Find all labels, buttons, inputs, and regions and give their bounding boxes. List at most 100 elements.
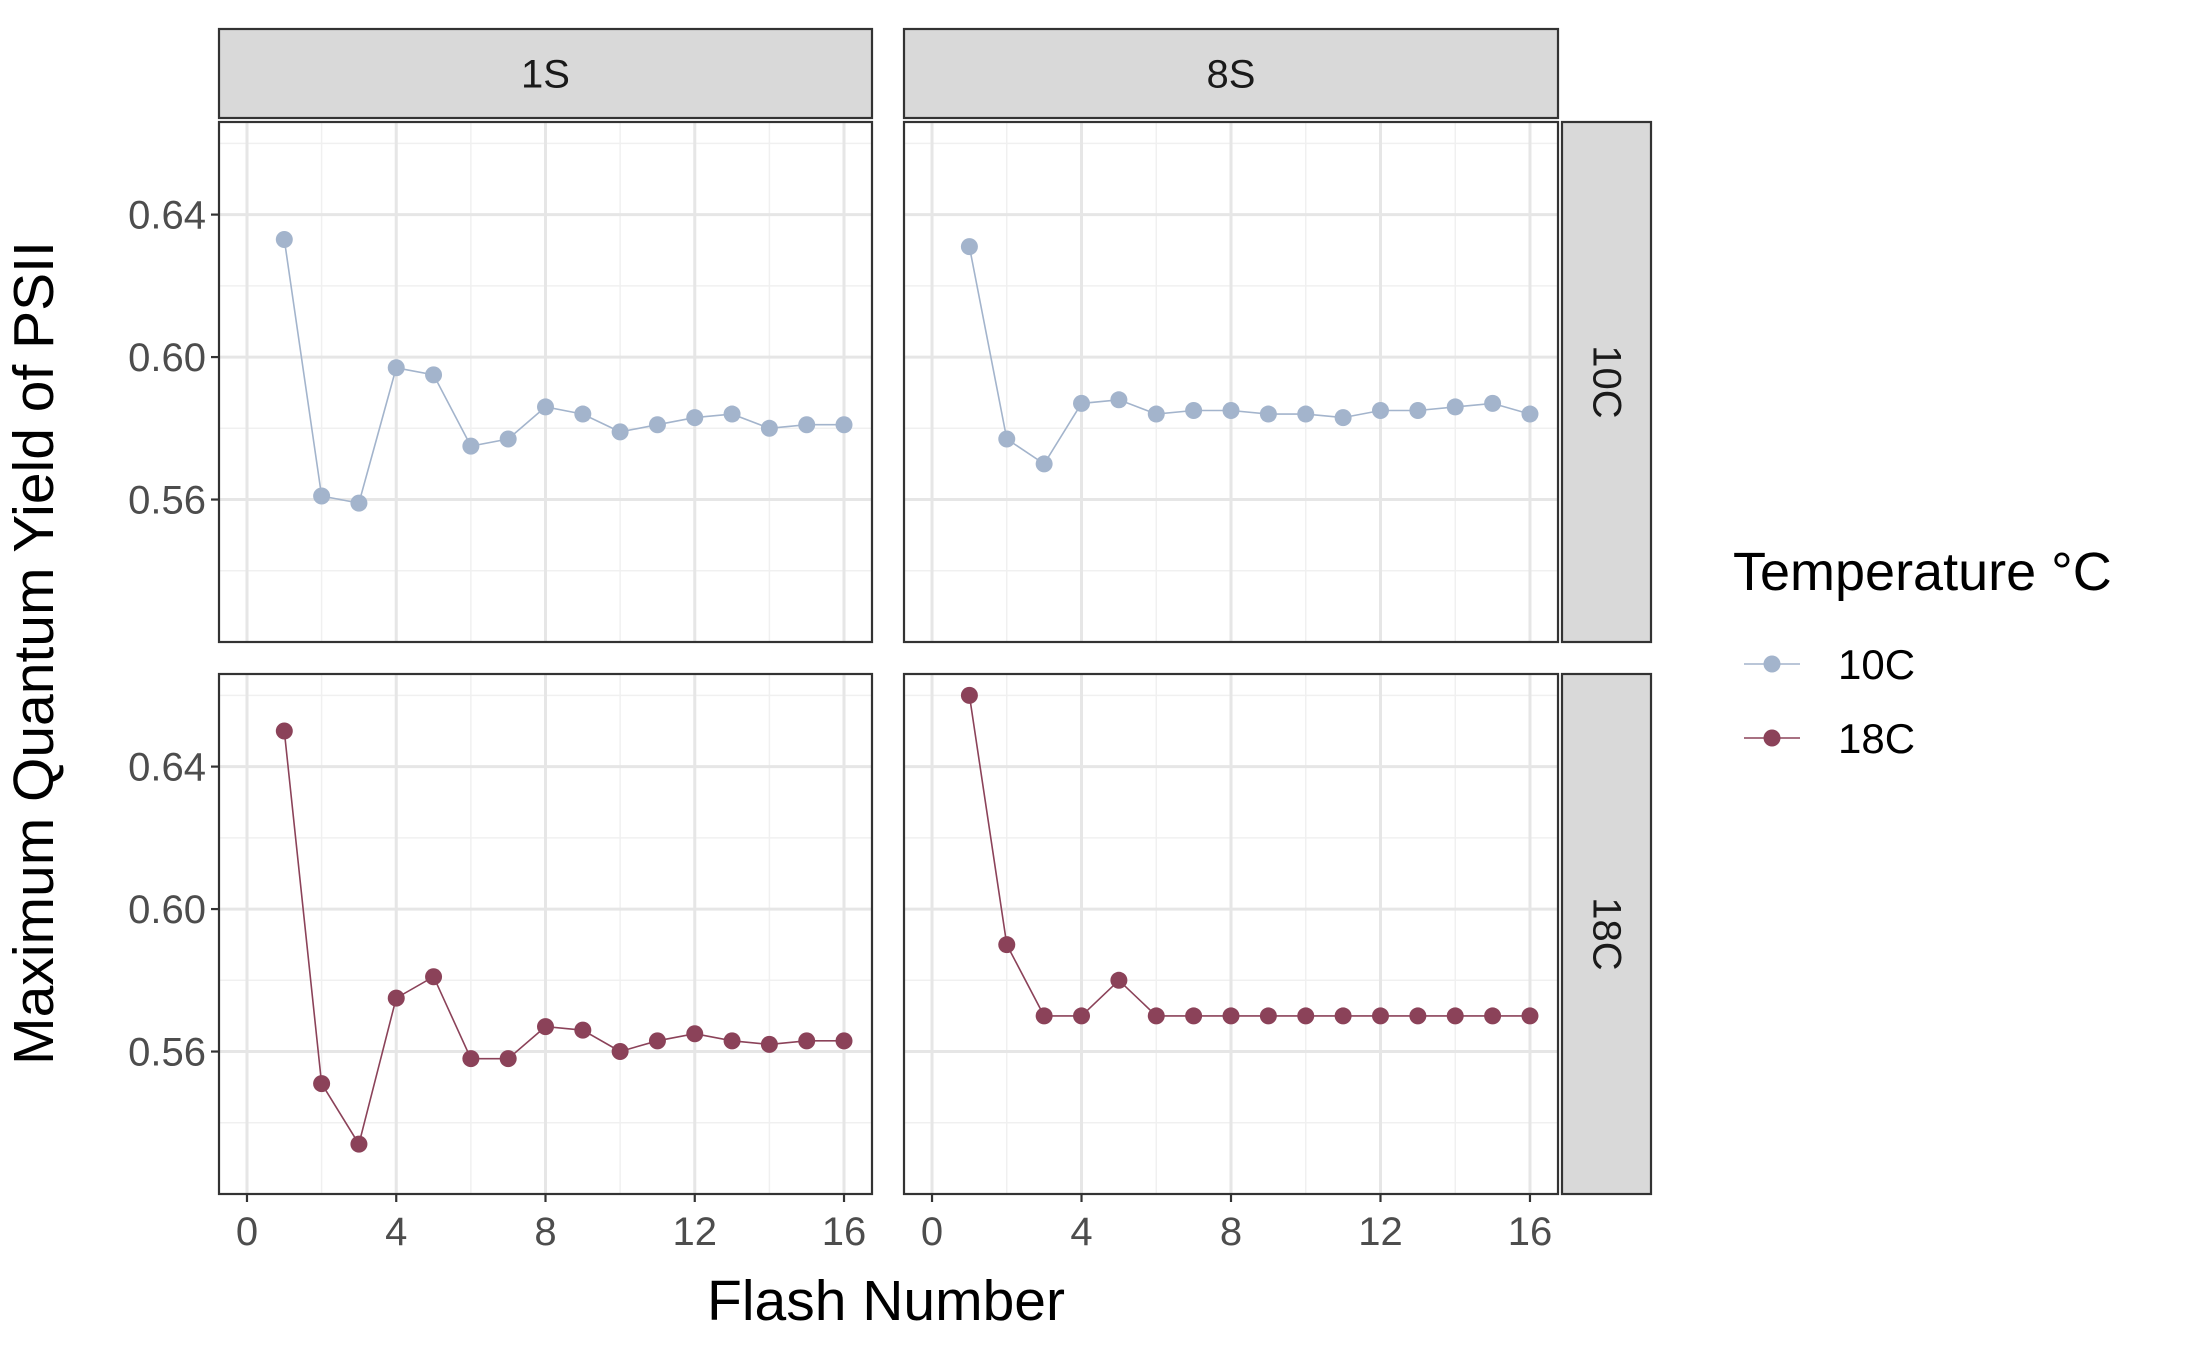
data-point bbox=[1446, 398, 1464, 416]
y-axis-title: Maximum Quantum Yield of PSII bbox=[2, 241, 66, 1065]
data-point bbox=[648, 416, 666, 434]
data-point bbox=[1259, 405, 1277, 423]
panel-1s-18c bbox=[217, 672, 874, 1196]
x-tick-label: 16 bbox=[822, 1210, 867, 1254]
data-point bbox=[1073, 394, 1091, 412]
panel-border bbox=[902, 120, 1560, 644]
data-point bbox=[387, 989, 405, 1007]
x-tick-label: 8 bbox=[534, 1210, 556, 1254]
legend: Temperature °C 10C 18C bbox=[1733, 542, 2112, 762]
data-point bbox=[537, 1018, 554, 1036]
data-point bbox=[1073, 1007, 1091, 1025]
facet-label-1s: 1S bbox=[521, 53, 570, 97]
legend-label: 18C bbox=[1838, 715, 1915, 762]
facet-label-8s: 8S bbox=[1207, 53, 1256, 97]
data-point bbox=[1334, 409, 1352, 427]
data-point bbox=[462, 437, 480, 455]
data-point bbox=[1409, 1007, 1427, 1025]
data-point bbox=[1222, 401, 1240, 419]
facet-strip-18c bbox=[1560, 672, 1653, 1196]
data-point bbox=[998, 936, 1016, 954]
x-tick-label: 12 bbox=[1358, 1210, 1403, 1254]
x-tick-label: 4 bbox=[1070, 1210, 1092, 1254]
data-point bbox=[798, 416, 816, 434]
panel-border bbox=[217, 120, 874, 644]
facet-label-10c: 10C bbox=[1585, 345, 1629, 418]
series-line-18c bbox=[968, 695, 1530, 1017]
legend-key-point bbox=[1763, 729, 1781, 747]
y-tick-label: 0.60 bbox=[128, 336, 206, 380]
data-point bbox=[350, 494, 368, 512]
data-point bbox=[1484, 394, 1502, 412]
data-point bbox=[611, 1043, 629, 1061]
y-tick-label: 0.56 bbox=[128, 1031, 206, 1075]
data-point bbox=[960, 686, 978, 704]
data-point bbox=[760, 1035, 778, 1053]
y-tick-label: 0.64 bbox=[128, 746, 206, 790]
facet-strip-1s bbox=[217, 27, 874, 120]
data-point bbox=[723, 1032, 741, 1050]
data-point bbox=[1521, 1007, 1539, 1025]
data-point bbox=[998, 430, 1016, 448]
data-point bbox=[499, 1050, 517, 1068]
data-point bbox=[313, 1075, 331, 1093]
data-point bbox=[1371, 1007, 1389, 1025]
data-point bbox=[1297, 405, 1315, 423]
x-tick-label: 0 bbox=[921, 1210, 943, 1254]
data-point bbox=[1185, 1007, 1203, 1025]
legend-key-point bbox=[1763, 655, 1781, 673]
x-axis-title: Flash Number bbox=[707, 1269, 1065, 1333]
y-tick-label: 0.64 bbox=[128, 194, 206, 238]
y-tick-label: 0.60 bbox=[128, 888, 206, 932]
data-point bbox=[1147, 405, 1165, 423]
x-tick-label: 0 bbox=[236, 1210, 258, 1254]
legend-title: Temperature °C bbox=[1733, 542, 2112, 602]
data-point bbox=[350, 1135, 368, 1153]
panel-8s-18c bbox=[902, 672, 1560, 1196]
data-point bbox=[425, 366, 443, 384]
legend-item-10c: 10C bbox=[1744, 641, 1915, 688]
data-point bbox=[1222, 1007, 1240, 1025]
series-line-10c bbox=[968, 246, 1531, 466]
data-point bbox=[462, 1050, 480, 1068]
data-point bbox=[760, 419, 778, 437]
data-point bbox=[1035, 1007, 1053, 1025]
data-point bbox=[387, 359, 405, 377]
data-point bbox=[1110, 391, 1128, 409]
data-point bbox=[1035, 455, 1053, 473]
x-tick-label: 8 bbox=[1220, 1210, 1242, 1254]
data-point bbox=[960, 238, 978, 256]
data-point bbox=[499, 430, 517, 448]
data-point bbox=[611, 423, 629, 441]
x-tick-label: 12 bbox=[673, 1210, 718, 1254]
data-point bbox=[835, 416, 853, 434]
data-point bbox=[1147, 1007, 1165, 1025]
data-point bbox=[1259, 1007, 1277, 1025]
data-point bbox=[686, 1025, 704, 1043]
data-point bbox=[835, 1032, 853, 1050]
data-point bbox=[1110, 971, 1128, 989]
data-point bbox=[648, 1032, 666, 1050]
facet-strip-10c bbox=[1560, 120, 1653, 644]
facet-strip-8s bbox=[902, 27, 1560, 120]
data-point bbox=[1409, 401, 1427, 419]
data-point bbox=[425, 968, 443, 986]
data-point bbox=[1521, 405, 1539, 423]
data-point bbox=[686, 409, 704, 427]
data-point bbox=[1297, 1007, 1315, 1025]
data-point bbox=[1185, 401, 1203, 419]
data-point bbox=[313, 487, 331, 505]
data-point bbox=[1484, 1007, 1502, 1025]
series-line-18c bbox=[283, 730, 844, 1147]
legend-item-18c: 18C bbox=[1744, 715, 1915, 762]
data-point bbox=[275, 231, 293, 249]
data-point bbox=[1446, 1007, 1464, 1025]
data-point bbox=[537, 398, 554, 416]
panel-1s-10c bbox=[217, 120, 874, 644]
data-point bbox=[1371, 401, 1389, 419]
x-tick-label: 16 bbox=[1508, 1210, 1553, 1254]
x-tick-label: 4 bbox=[385, 1210, 407, 1254]
data-point bbox=[1334, 1007, 1352, 1025]
y-tick-label: 0.56 bbox=[128, 479, 206, 523]
series-line-10c bbox=[283, 239, 844, 505]
